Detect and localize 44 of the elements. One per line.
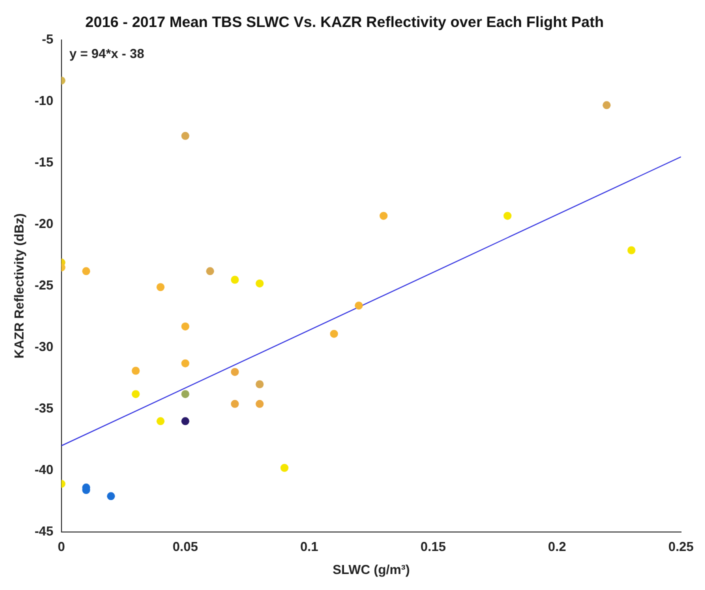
point — [181, 359, 190, 368]
x-tick-label: 0.2 — [548, 539, 566, 554]
x-tick-label: 0 — [58, 539, 66, 554]
point — [230, 368, 239, 376]
chart-title: 2016 - 2017 Mean TBS SLWC Vs. KAZR Reflectivity over Each Flight Path — [85, 14, 604, 32]
point — [181, 132, 190, 140]
point — [82, 267, 90, 276]
point — [380, 212, 388, 220]
point — [230, 276, 239, 284]
point — [132, 366, 140, 375]
y-tick-label: -35 — [34, 400, 54, 416]
point — [256, 279, 264, 288]
x-tick-label: 0.25 — [668, 539, 694, 554]
point — [354, 302, 363, 310]
y-tick-label: -25 — [34, 277, 54, 292]
x-tick-label: 0.1 — [300, 539, 318, 554]
y-tick-label: -15 — [34, 154, 54, 170]
point — [181, 322, 190, 330]
point — [230, 400, 239, 408]
point — [256, 400, 264, 408]
annotation: y = 94*x - 38 — [69, 46, 144, 62]
point — [181, 417, 190, 426]
point — [330, 330, 338, 338]
point — [256, 380, 264, 388]
x-tick-label: 0.05 — [172, 539, 198, 554]
y-tick-label: -10 — [34, 93, 54, 108]
point — [206, 267, 214, 276]
y-tick-label: -40 — [34, 462, 54, 477]
point — [181, 390, 190, 398]
point — [504, 212, 512, 220]
x-tick-label: 0.15 — [420, 539, 446, 554]
point — [602, 101, 611, 110]
point — [106, 492, 115, 500]
y-tick-label: -30 — [34, 338, 54, 354]
point — [156, 417, 165, 426]
point — [132, 390, 140, 398]
x-axis-title: SLWC (g/m³) — [332, 562, 410, 577]
point — [627, 246, 636, 254]
y-tick-label: -5 — [42, 32, 54, 47]
y-tick-label: -45 — [34, 523, 54, 538]
y-tick-label: -20 — [34, 216, 54, 232]
y-axis-title: KAZR Reflectivity (dBz) — [11, 213, 26, 358]
point — [156, 283, 165, 292]
point — [280, 464, 288, 472]
